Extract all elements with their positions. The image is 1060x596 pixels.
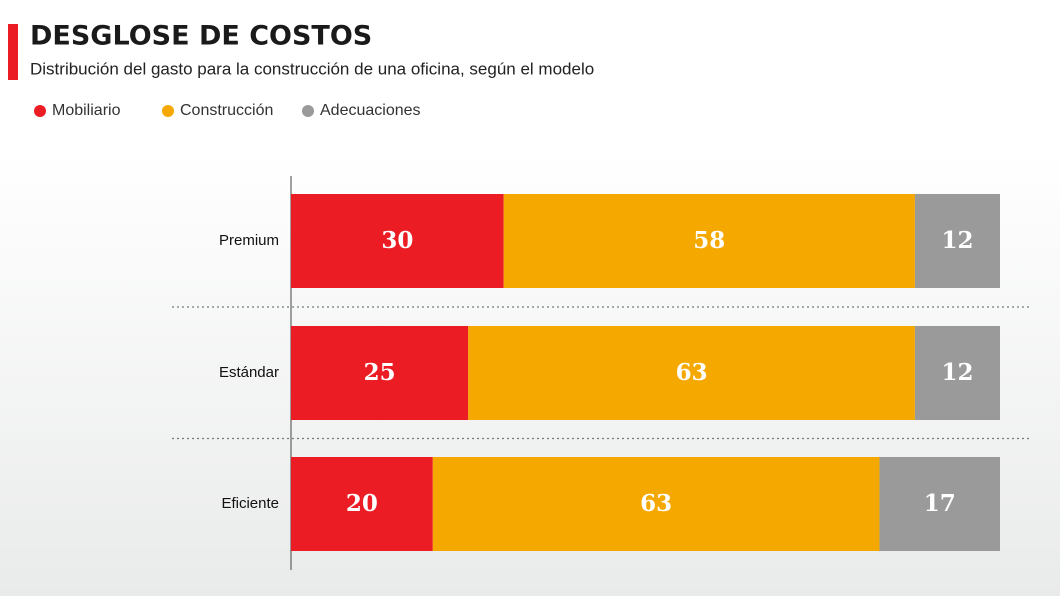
chart-subtitle: Distribución del gasto para la construcc… bbox=[30, 59, 594, 78]
category-label: Premium bbox=[219, 232, 279, 249]
value-label: 58 bbox=[693, 227, 725, 254]
legend-marker bbox=[302, 105, 314, 117]
value-label: 63 bbox=[676, 359, 708, 386]
bar-segment bbox=[291, 457, 433, 551]
legend-label: Adecuaciones bbox=[320, 102, 421, 119]
legend-marker bbox=[162, 105, 174, 117]
bar-segment bbox=[503, 194, 915, 288]
value-label: 63 bbox=[640, 490, 672, 517]
bar-segment bbox=[291, 326, 469, 420]
bar-segment bbox=[879, 457, 1000, 551]
bar-segment bbox=[914, 194, 1000, 288]
legend-label: Mobiliario bbox=[52, 102, 121, 119]
legend-label: Construcción bbox=[180, 102, 273, 119]
legend-marker bbox=[34, 105, 46, 117]
bar-segment bbox=[291, 194, 504, 288]
value-label: 17 bbox=[924, 490, 956, 517]
value-label: 20 bbox=[346, 490, 378, 517]
value-label: 30 bbox=[381, 227, 413, 254]
title-accent bbox=[8, 24, 18, 80]
value-label: 25 bbox=[364, 359, 396, 386]
bar-segment bbox=[914, 326, 1000, 420]
bar-segment bbox=[468, 326, 915, 420]
category-label: Eficiente bbox=[221, 495, 279, 512]
value-label: 12 bbox=[941, 359, 973, 386]
category-label: Estándar bbox=[219, 364, 279, 381]
bar-segment bbox=[432, 457, 880, 551]
chart-title: DESGLOSE DE COSTOS bbox=[30, 21, 372, 52]
value-label: 12 bbox=[941, 227, 973, 254]
